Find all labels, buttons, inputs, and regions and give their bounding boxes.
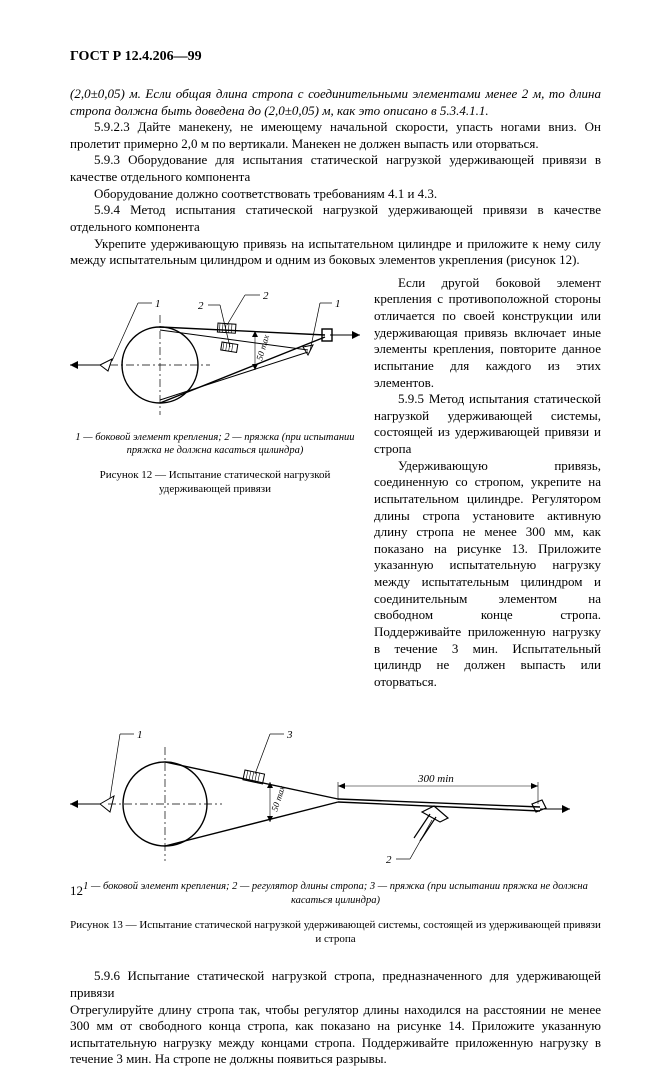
doc-header: ГОСТ Р 12.4.206—99 bbox=[70, 48, 601, 66]
para-5-9-6-a: 5.9.6 Испытание статической нагрузкой ст… bbox=[70, 968, 601, 1001]
figure-12: 1 2 1 2 50 max bbox=[70, 275, 360, 425]
fig13-title: Рисунок 13 — Испытание статической нагру… bbox=[70, 918, 601, 947]
fig12-label-1a: 1 bbox=[155, 298, 161, 310]
fig13-label-3: 3 bbox=[286, 729, 293, 741]
right-p3: Удерживающую привязь, соединенную со стр… bbox=[374, 458, 601, 691]
fig13-label-2: 2 bbox=[386, 854, 392, 866]
figure-13: 1 3 2 300 min 50 max bbox=[70, 704, 570, 874]
fig13-dim-cyl: 50 max bbox=[269, 785, 287, 813]
figure-12-svg: 1 2 1 2 50 max bbox=[70, 275, 360, 425]
para-5-9-2-3: 5.9.2.3 Дайте манекену, не имеющему нача… bbox=[70, 119, 601, 152]
para-5-9-3-b: Оборудование должно соответствовать треб… bbox=[70, 186, 601, 203]
left-column: 1 2 1 2 50 max 1 — bbox=[70, 275, 360, 691]
page-number: 12 bbox=[70, 883, 83, 900]
right-column: Если другой боковой элемент крепления с … bbox=[374, 275, 601, 691]
fig13-dim-top: 300 min bbox=[417, 773, 454, 785]
fig12-label-1b: 1 bbox=[335, 298, 341, 310]
fig13-label-1: 1 bbox=[137, 729, 143, 741]
two-column-block: 1 2 1 2 50 max 1 — bbox=[70, 275, 601, 691]
figure-13-svg: 1 3 2 300 min 50 max bbox=[70, 704, 570, 874]
para-5-9-6-b: Отрегулируйте длину стропа так, чтобы ре… bbox=[70, 1002, 601, 1068]
fig12-legend: 1 — боковой элемент крепления; 2 — пряжк… bbox=[70, 431, 360, 458]
right-p1: Если другой боковой элемент крепления с … bbox=[374, 275, 601, 391]
fig12-dim: 50 max bbox=[254, 333, 271, 361]
fig12-label-2b: 2 bbox=[198, 300, 204, 312]
intro-italic: (2,0±0,05) м. Если общая длина стропа с … bbox=[70, 86, 601, 119]
para-5-9-3: 5.9.3 Оборудование для испытания статиче… bbox=[70, 152, 601, 185]
fig12-label-2a: 2 bbox=[263, 290, 269, 302]
para-5-9-4-b: Укрепите удерживающую привязь на испытат… bbox=[70, 236, 601, 269]
fig12-title: Рисунок 12 — Испытание статической нагру… bbox=[70, 468, 360, 497]
para-5-9-4: 5.9.4 Метод испытания статической нагруз… bbox=[70, 202, 601, 235]
page: ГОСТ Р 12.4.206—99 (2,0±0,05) м. Если об… bbox=[0, 0, 661, 936]
right-p2: 5.9.5 Метод испытания статической нагруз… bbox=[374, 391, 601, 458]
fig13-legend: 1 — боковой элемент крепления; 2 — регул… bbox=[70, 880, 601, 907]
figure-13-wrap: 1 3 2 300 min 50 max bbox=[70, 704, 601, 946]
